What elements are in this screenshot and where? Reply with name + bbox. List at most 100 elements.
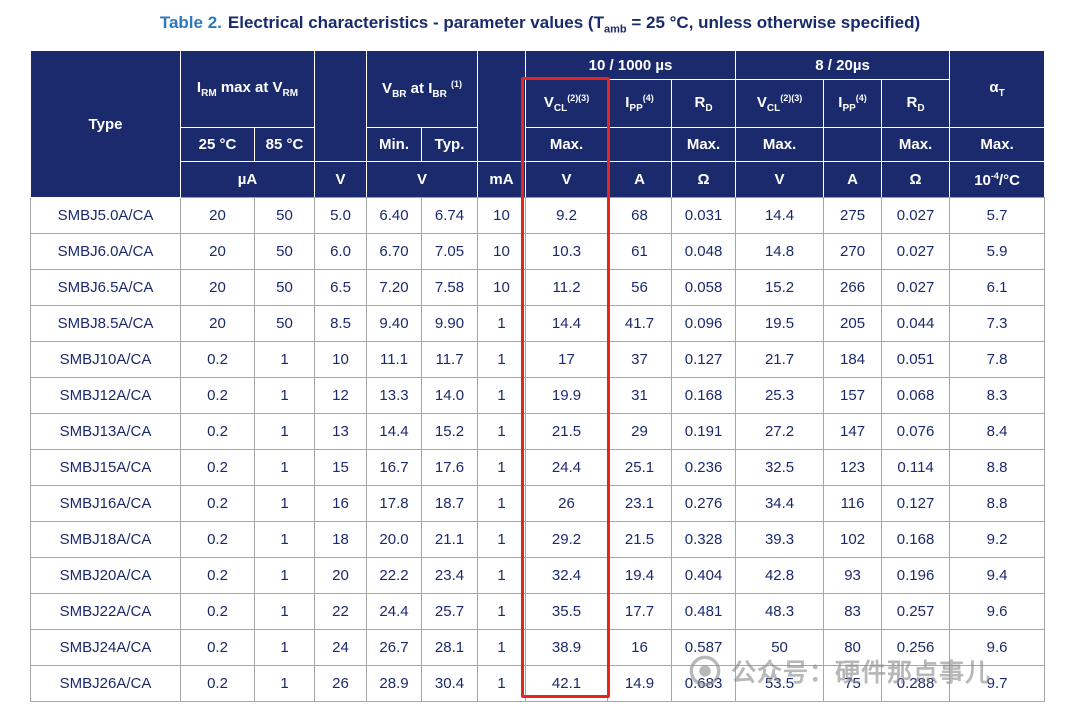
value-cell: 0.168 (671, 377, 737, 415)
col-header-pulse-8-20: 8 / 20µs (735, 50, 951, 81)
table-row: SMBJ6.0A/CA 20 50 6.0 6.70 7.05 10 10.3 … (30, 233, 1046, 271)
value-cell: 1 (253, 485, 316, 523)
watermark-camera-icon (688, 654, 722, 688)
irm-text: max at V (216, 79, 283, 97)
value-cell: 1 (477, 485, 527, 523)
irm-symbol: I (196, 79, 202, 97)
value-cell: 1 (477, 449, 527, 487)
ipp-footnote: (4) (855, 93, 867, 104)
vcl-symbol: V (756, 94, 767, 112)
value-cell: 24 (314, 629, 368, 667)
value-cell: 0.2 (180, 449, 255, 487)
value-cell: 0.481 (671, 593, 737, 631)
value-cell: 0.2 (180, 629, 255, 667)
alpha-unit-suffix: /°C (998, 171, 1020, 189)
value-cell: 11.7 (421, 341, 479, 379)
value-cell: 1 (253, 341, 316, 379)
value-cell: 8.4 (949, 413, 1046, 451)
value-cell: 0.027 (881, 233, 951, 271)
table-title-text-pre: Electrical characteristics - parameter v… (227, 13, 604, 32)
value-cell: 1 (253, 557, 316, 595)
type-cell: SMBJ24A/CA (30, 629, 181, 667)
value-cell: 20 (180, 197, 255, 235)
value-cell: 9.6 (949, 593, 1046, 631)
value-cell: 0.114 (881, 449, 951, 487)
value-cell: 20.0 (366, 521, 423, 559)
col-header-vrm-spacer (314, 50, 368, 163)
type-cell: SMBJ20A/CA (30, 557, 181, 595)
value-cell: 0.196 (881, 557, 951, 595)
col-header-vbr-at-ibr: VBR at IBR (1) (366, 50, 479, 129)
value-cell: 25.3 (735, 377, 825, 415)
value-cell: 14.4 (366, 413, 423, 451)
value-cell: 22.2 (366, 557, 423, 595)
value-cell: 9.90 (421, 305, 479, 343)
value-cell: 61 (607, 233, 673, 271)
unit-ua: µA (179, 161, 316, 199)
value-cell: 20 (180, 269, 255, 307)
value-cell: 1 (477, 377, 527, 415)
value-cell: 14.4 (525, 305, 609, 343)
value-cell: 19.4 (607, 557, 673, 595)
value-cell: 123 (823, 449, 883, 487)
value-cell: 116 (823, 485, 883, 523)
value-cell: 75 (823, 665, 883, 703)
value-cell: 8.8 (949, 449, 1046, 487)
value-cell: 9.2 (949, 521, 1046, 559)
unit-alpha-t: 10-4/°C (949, 161, 1046, 199)
value-cell: 6.0 (314, 233, 368, 271)
table-title-text-post: = 25 °C, unless otherwise specified) (626, 13, 921, 32)
vcl-subscript: CL (766, 103, 781, 115)
rd-subscript: D (917, 102, 925, 114)
value-cell: 0.168 (881, 521, 951, 559)
col-header-max-vcl-8-20: Max. (735, 127, 825, 163)
value-cell: 0.191 (671, 413, 737, 451)
rd-symbol: R (694, 93, 706, 111)
table-row: SMBJ10A/CA 0.2 1 10 11.1 11.7 1 17 37 0.… (30, 341, 1046, 379)
table-title-label: Table 2. (159, 13, 222, 32)
value-cell: 1 (253, 593, 316, 631)
value-cell: 14.8 (735, 233, 825, 271)
value-cell: 29 (607, 413, 673, 451)
table-body: SMBJ5.0A/CA 20 50 5.0 6.40 6.74 10 9.2 6… (30, 197, 1046, 703)
value-cell: 12 (314, 377, 368, 415)
ipp-footnote: (4) (642, 93, 654, 104)
value-cell: 80 (823, 629, 883, 667)
value-cell: 8.8 (949, 485, 1046, 523)
type-cell: SMBJ8.5A/CA (30, 305, 181, 343)
watermark: 公众号：硬件那点事儿 (688, 653, 991, 689)
value-cell: 0.027 (881, 269, 951, 307)
rd-symbol: R (906, 93, 918, 111)
vcl-subscript: CL (553, 103, 568, 115)
value-cell: 0.2 (180, 557, 255, 595)
value-cell: 28.1 (421, 629, 479, 667)
value-cell: 6.70 (366, 233, 423, 271)
value-cell: 14.9 (607, 665, 673, 703)
value-cell: 21.1 (421, 521, 479, 559)
unit-v-vcl-8-20: V (735, 161, 825, 199)
value-cell: 30.4 (421, 665, 479, 703)
col-header-typ: Typ. (421, 127, 479, 163)
value-cell: 147 (823, 413, 883, 451)
value-cell: 5.7 (949, 197, 1046, 235)
vbr-subscript: BR (392, 88, 407, 100)
electrical-characteristics-table: Type IRM max at VRM VBR at IBR (1) 10 / … (30, 50, 1046, 703)
col-header-type: Type (30, 50, 181, 199)
value-cell: 18 (314, 521, 368, 559)
type-cell: SMBJ16A/CA (30, 485, 181, 523)
value-cell: 0.2 (180, 521, 255, 559)
col-header-vcl-8-20: VCL(2)(3) (735, 79, 825, 129)
value-cell: 21.7 (735, 341, 825, 379)
value-cell: 5.0 (314, 197, 368, 235)
type-cell: SMBJ10A/CA (30, 341, 181, 379)
value-cell: 0.288 (881, 665, 951, 703)
type-cell: SMBJ26A/CA (30, 665, 181, 703)
value-cell: 7.20 (366, 269, 423, 307)
value-cell: 17.6 (421, 449, 479, 487)
vbr-text: at I (406, 79, 433, 97)
value-cell: 10 (314, 341, 368, 379)
col-header-ipp-10-1000: IPP(4) (607, 79, 673, 129)
watermark-text: 公众号：硬件那点事儿 (731, 659, 992, 687)
value-cell: 38.9 (525, 629, 609, 667)
value-cell: 1 (477, 305, 527, 343)
